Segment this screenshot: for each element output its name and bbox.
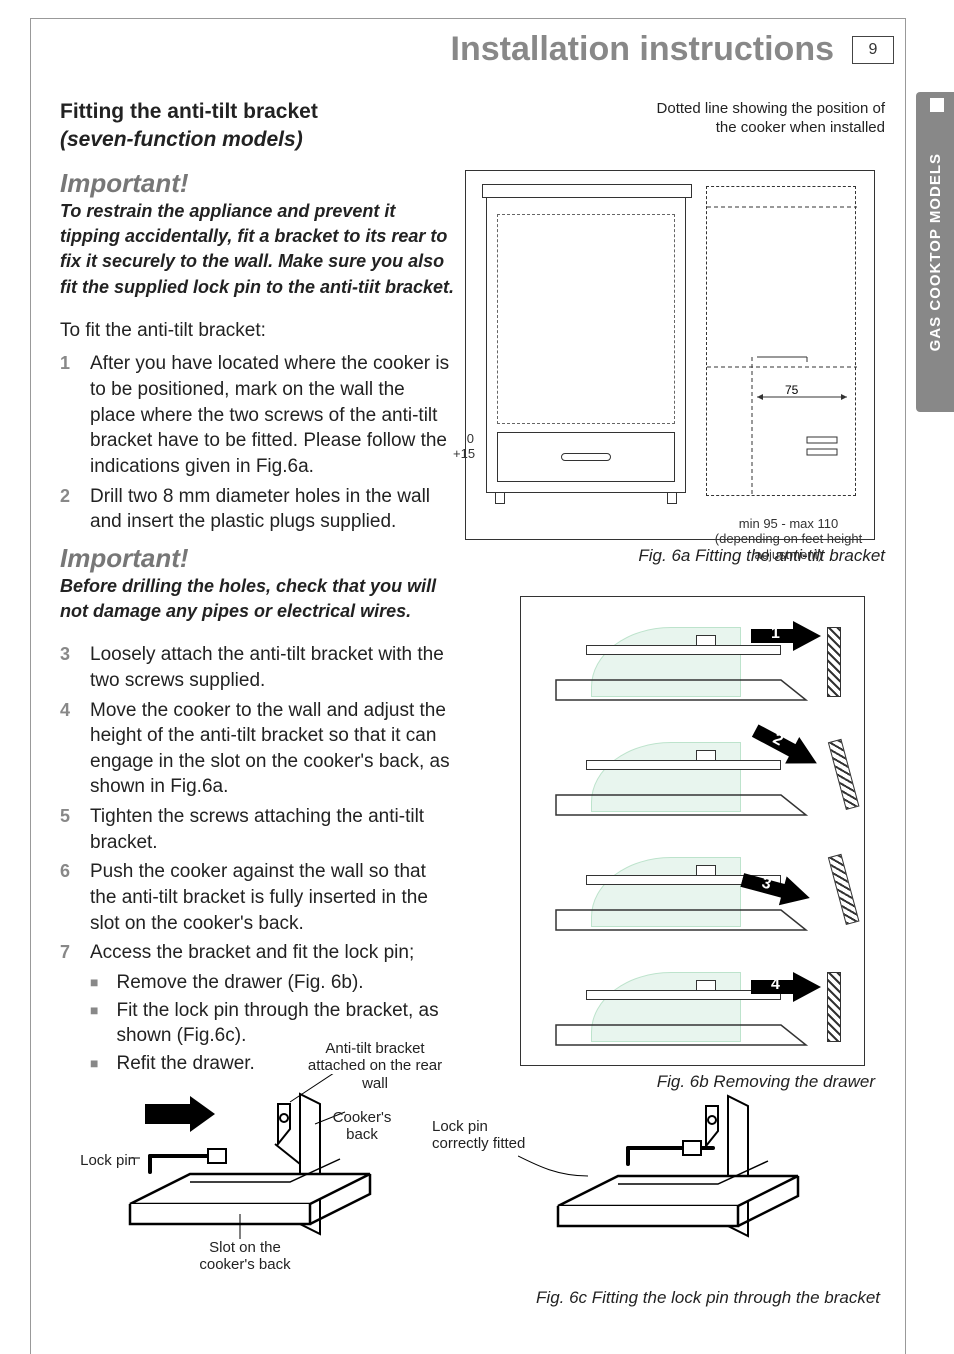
page-number: 9: [869, 41, 878, 59]
rail-icon: [586, 760, 781, 770]
side-tab-label: GAS COOKTOP MODELS: [927, 153, 944, 351]
oven-inner-icon: [497, 214, 675, 424]
drawer-outline-icon: [551, 790, 811, 820]
fig6b-step: 2: [541, 722, 841, 832]
wall-icon: [827, 972, 841, 1042]
min-max-note: min 95 - max 110 (depending on feet heig…: [706, 516, 871, 563]
step-number: 2: [60, 484, 76, 535]
arrow-number: 4: [771, 976, 780, 994]
step-text: Loosely attach the anti-tilt bracket wit…: [90, 642, 455, 693]
bracket-svg-icon: [518, 1086, 838, 1286]
oven-drawer-icon: [497, 432, 675, 482]
step-number: 3: [60, 642, 76, 693]
arrow-number: 1: [771, 625, 780, 643]
step-item: 6 Push the cooker against the wall so th…: [60, 859, 455, 936]
annot-label: Cooker's back: [322, 1109, 402, 1144]
oven-body-icon: [486, 193, 686, 493]
drawer-outline-icon: [551, 1020, 811, 1050]
side-tab-marker-icon: [930, 98, 944, 112]
page-header: Installation instructions 9: [451, 30, 894, 69]
step-item: 5 Tighten the screws attaching the anti-…: [60, 804, 455, 855]
fig6b-step: 4: [541, 952, 841, 1062]
step-list: 1 After you have located where the cooke…: [60, 351, 455, 534]
step-text: Drill two 8 mm diameter holes in the wal…: [90, 484, 455, 535]
step-text: Push the cooker against the wall so that…: [90, 859, 455, 936]
step-item: 4 Move the cooker to the wall and adjust…: [60, 698, 455, 801]
step-number: 5: [60, 804, 76, 855]
step-number: 6: [60, 859, 76, 936]
dimension-label: +15: [453, 446, 475, 461]
intro-paragraph: To fit the anti-tilt bracket:: [60, 318, 455, 344]
fig6c-diagram: Anti-tilt bracket attached on the rear w…: [60, 1056, 880, 1286]
bullet-icon: ■: [90, 970, 98, 996]
fig6c-caption: Fig. 6c Fitting the lock pin through the…: [536, 1288, 880, 1308]
drawer-outline-icon: [551, 905, 811, 935]
oven-handle-icon: [561, 453, 611, 461]
dimension-label: 0: [464, 431, 474, 446]
step-text: Tighten the screws attaching the anti-ti…: [90, 804, 455, 855]
step-item: 7 Access the bracket and fit the lock pi…: [60, 940, 455, 966]
arrow-icon: 1: [751, 619, 821, 653]
oven-leg-icon: [667, 492, 677, 504]
step-text: Move the cooker to the wall and adjust t…: [90, 698, 455, 801]
annot-label: Anti-tilt bracket attached on the rear w…: [305, 1040, 445, 1092]
step-item: 3 Loosely attach the anti-tilt bracket w…: [60, 642, 455, 693]
fig6c-right-icon: [518, 1086, 838, 1286]
sub-bullet: ■ Remove the drawer (Fig. 6b).: [90, 970, 455, 996]
fig6a-top-note: Dotted line showing the position of the …: [655, 100, 885, 138]
svg-text:75: 75: [785, 383, 799, 397]
oven-top-icon: [482, 184, 692, 198]
content-area: Fitting the anti-tilt bracket (seven-fun…: [60, 100, 879, 1354]
section-title: Fitting the anti-tilt bracket: [60, 100, 455, 124]
wall-icon: [827, 627, 841, 697]
page-number-box: 9: [852, 36, 894, 64]
annot-label: Slot on the cooker's back: [185, 1239, 305, 1274]
fig6b-step: 1: [541, 607, 841, 717]
important-body: Before drilling the holes, check that yo…: [60, 574, 455, 624]
dashed-details-icon: 75: [707, 187, 857, 497]
step-text: After you have located where the cooker …: [90, 351, 455, 479]
step-number: 1: [60, 351, 76, 479]
header-title: Installation instructions: [451, 30, 834, 69]
wall-icon: [828, 738, 860, 809]
left-column: Fitting the anti-tilt bracket (seven-fun…: [60, 100, 455, 1079]
important-heading: Important!: [60, 543, 455, 574]
arrow-icon: 4: [751, 970, 821, 1004]
dashed-position-icon: 75: [706, 186, 856, 496]
fig6c-left-icon: Anti-tilt bracket attached on the rear w…: [90, 1074, 410, 1284]
drawer-outline-icon: [551, 675, 811, 705]
min-max-line1: min 95 - max 110: [739, 516, 838, 531]
bullet-icon: ■: [90, 998, 98, 1049]
fig6b-step: 3: [541, 837, 841, 947]
side-tab: GAS COOKTOP MODELS: [916, 92, 954, 412]
fig6b-diagram: 1 2: [520, 596, 865, 1066]
annot-label: Lock pin: [66, 1152, 136, 1169]
fig6a-diagram: 75 0 +15 min 95 - max 110 (depending on …: [465, 170, 875, 540]
step-number: 4: [60, 698, 76, 801]
step-list: 3 Loosely attach the anti-tilt bracket w…: [60, 642, 455, 966]
wall-icon: [828, 853, 860, 924]
step-item: 2 Drill two 8 mm diameter holes in the w…: [60, 484, 455, 535]
important-heading: Important!: [60, 168, 455, 199]
right-column: Dotted line showing the position of the …: [465, 100, 885, 1092]
step-text: Access the bracket and fit the lock pin;: [90, 940, 455, 966]
section-subtitle: (seven-function models): [60, 128, 455, 152]
oven-leg-icon: [495, 492, 505, 504]
important-body: To restrain the appliance and prevent it…: [60, 199, 455, 300]
step-item: 1 After you have located where the cooke…: [60, 351, 455, 479]
sub-bullet-text: Remove the drawer (Fig. 6b).: [116, 970, 363, 996]
step-number: 7: [60, 940, 76, 966]
min-max-line2: (depending on feet height adjustment): [715, 531, 862, 562]
